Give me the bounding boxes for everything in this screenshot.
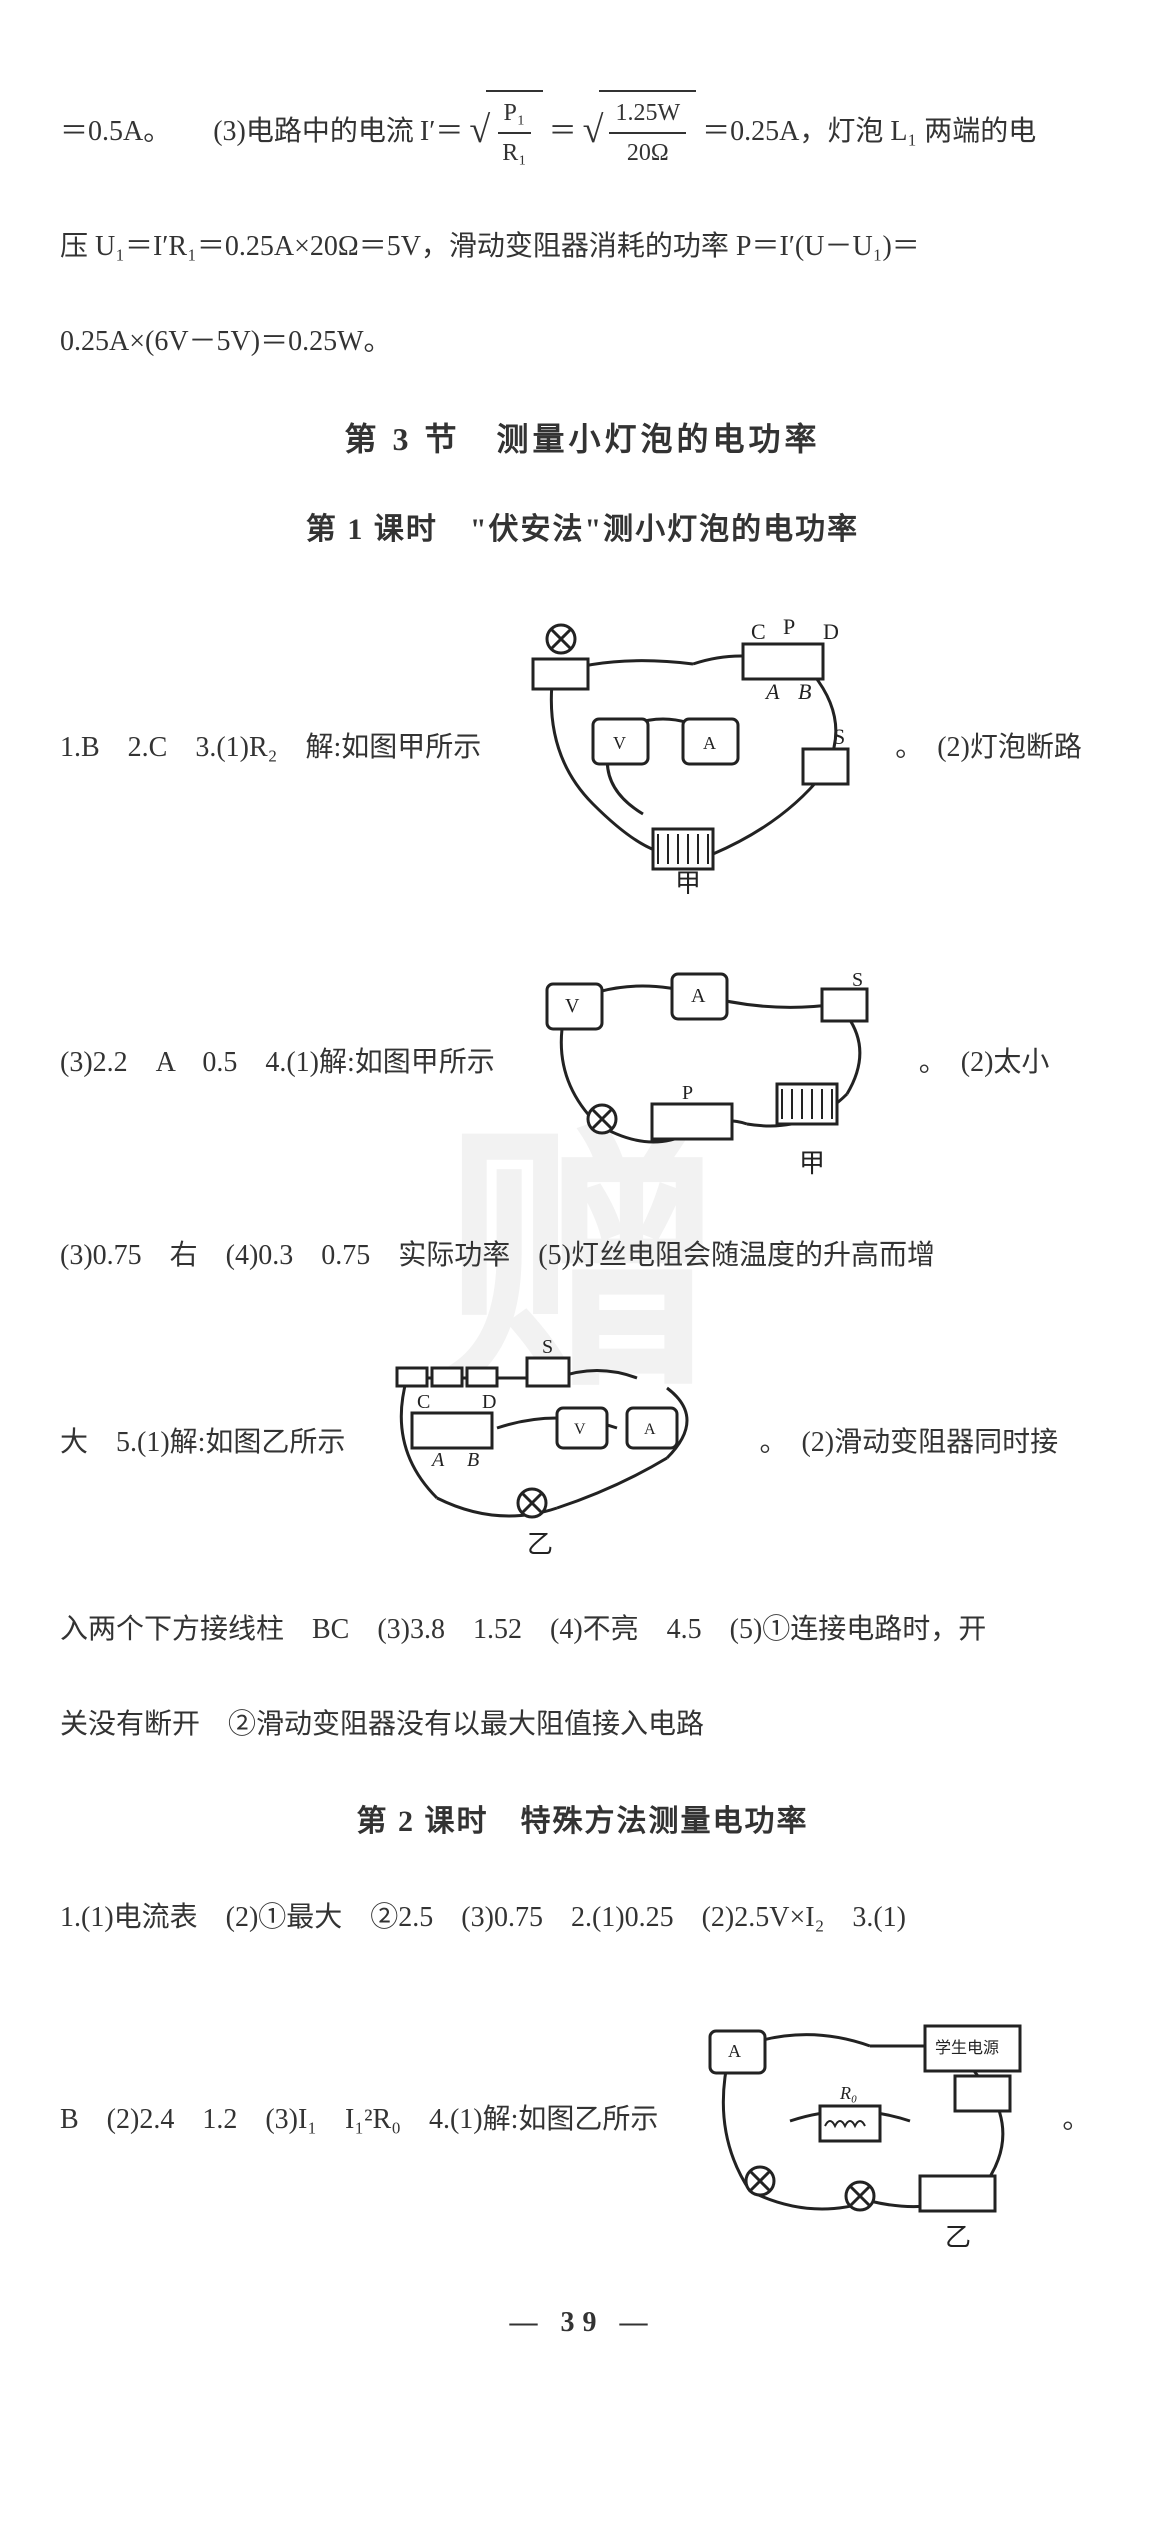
circuit-diagram-1: C P D A B S V A 甲 xyxy=(493,604,883,894)
text-fragment: (3)2.2 A 0.5 4.(1)解:如图甲所示 xyxy=(60,1041,495,1086)
svg-text:S: S xyxy=(833,724,845,749)
text-fragment: B (2)2.4 1.2 (3)I₁ I₁²R₀ 4.(1)解:如图乙所示 xyxy=(60,2098,658,2143)
circuit-diagram-3: S C D A B V A 乙 xyxy=(357,1328,747,1558)
svg-text:C: C xyxy=(751,619,766,644)
sqrt-1: √ P₁ R₁ xyxy=(469,90,542,175)
svg-text:C: C xyxy=(417,1391,430,1413)
page-content: ＝0.5A。 (3)电路中的电流 I′＝ √ P₁ R₁ ＝ √ 1.25W 2… xyxy=(60,90,1105,2346)
circuit-diagram-2: V A S P 甲 xyxy=(507,944,907,1184)
text-fragment: (3)电路中的电流 xyxy=(213,110,414,155)
svg-text:乙: 乙 xyxy=(527,1530,553,1558)
svg-text:A: A xyxy=(430,1449,445,1471)
text-fragment: I′＝ xyxy=(420,110,463,155)
lesson1-row3: (3)0.75 右 (4)0.3 0.75 实际功率 (5)灯丝电阻会随温度的升… xyxy=(60,1234,1105,1279)
opening-line-3: 0.25A×(6V－5V)＝0.25W。 xyxy=(60,320,1105,365)
svg-text:S: S xyxy=(542,1336,553,1358)
text-fragment: ＝0.25A，灯泡 L₁ 两端的电 xyxy=(702,110,1036,155)
svg-text:A: A xyxy=(728,2041,741,2061)
circuit-diagram-4: A 学生电源 R₀ 乙 xyxy=(670,1991,1050,2251)
svg-text:D: D xyxy=(482,1391,496,1413)
svg-text:甲: 甲 xyxy=(675,869,701,894)
svg-text:P: P xyxy=(783,614,795,639)
lesson2-row2: B (2)2.4 1.2 (3)I₁ I₁²R₀ 4.(1)解:如图乙所示 xyxy=(60,1991,1105,2251)
opening-line-2: 压 U₁＝I′R₁＝0.25A×20Ω＝5V，滑动变阻器消耗的功率 P＝I′(U… xyxy=(60,225,1105,270)
lesson1-row5: 入两个下方接线柱 BC (3)3.8 1.52 (4)不亮 4.5 (5)①连接… xyxy=(60,1608,1105,1653)
lesson2-row1: 1.(1)电流表 (2)①最大 ②2.5 (3)0.75 2.(1)0.25 (… xyxy=(60,1896,1105,1941)
text-fragment: 。 (2)太小 xyxy=(919,1041,1050,1086)
page-number: — 39 — xyxy=(60,2301,1105,2346)
svg-text:A: A xyxy=(703,733,716,753)
sqrt-2: √ 1.25W 20Ω xyxy=(583,90,697,175)
fraction-numerator: P₁ xyxy=(498,94,532,134)
svg-text:B: B xyxy=(798,679,811,704)
section-3-title: 第 3 节 测量小灯泡的电功率 xyxy=(60,414,1105,465)
lesson1-row1: 1.B 2.C 3.(1)R₂ 解:如图甲所示 xyxy=(60,604,1105,894)
opening-line-1: ＝0.5A。 (3)电路中的电流 I′＝ √ P₁ R₁ ＝ √ 1.25W 2… xyxy=(60,90,1105,175)
svg-text:A: A xyxy=(644,1421,656,1438)
svg-text:D: D xyxy=(823,619,839,644)
fraction-numerator: 1.25W xyxy=(609,94,686,134)
svg-text:P: P xyxy=(682,1082,693,1104)
svg-text:R₀: R₀ xyxy=(839,2083,857,2103)
lesson1-row4: 大 5.(1)解:如图乙所示 S C D xyxy=(60,1328,1105,1558)
lesson-2-title: 第 2 课时 特殊方法测量电功率 xyxy=(60,1798,1105,1846)
lesson1-row2: (3)2.2 A 0.5 4.(1)解:如图甲所示 V A S xyxy=(60,944,1105,1184)
text-fragment: 。 xyxy=(1062,2098,1090,2143)
svg-text:A: A xyxy=(691,985,706,1007)
text-fragment: 大 5.(1)解:如图乙所示 xyxy=(60,1421,345,1466)
svg-text:B: B xyxy=(467,1449,479,1471)
fraction-denominator: 20Ω xyxy=(621,134,675,172)
svg-text:乙: 乙 xyxy=(945,2223,971,2251)
svg-text:甲: 甲 xyxy=(799,1149,825,1178)
lesson-1-title: 第 1 课时 "伏安法"测小灯泡的电功率 xyxy=(60,506,1105,554)
fraction-denominator: R₁ xyxy=(496,134,532,172)
lesson1-row6: 关没有断开 ②滑动变阻器没有以最大阻值接入电路 xyxy=(60,1703,1105,1748)
text-fragment: ＝ xyxy=(549,110,577,155)
text-fragment: 。 (2)滑动变阻器同时接 xyxy=(759,1421,1058,1466)
text-fragment: 。 (2)灯泡断路 xyxy=(895,726,1082,771)
svg-text:V: V xyxy=(613,733,626,753)
text-fragment: ＝0.5A。 xyxy=(60,110,171,155)
svg-text:S: S xyxy=(852,969,863,991)
svg-text:V: V xyxy=(565,995,580,1017)
text-fragment: 1.B 2.C 3.(1)R₂ 解:如图甲所示 xyxy=(60,726,481,771)
svg-text:V: V xyxy=(574,1421,586,1438)
svg-text:A: A xyxy=(764,679,780,704)
svg-text:学生电源: 学生电源 xyxy=(935,2039,999,2057)
